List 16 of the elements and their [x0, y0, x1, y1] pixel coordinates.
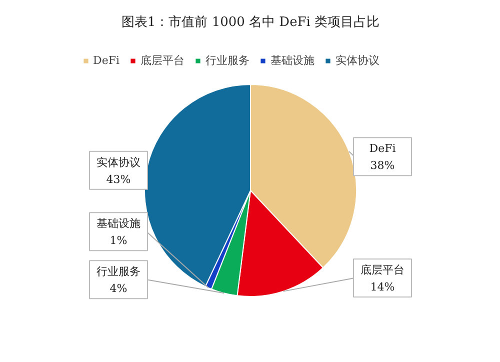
data-label: 38%: [370, 159, 395, 172]
legend-label: 实体协议: [335, 53, 380, 68]
slice-label: 实体协议: [96, 156, 140, 169]
data-label: 4%: [110, 282, 128, 296]
slice-label: 行业服务: [96, 265, 140, 278]
data-label: 14%: [370, 280, 395, 294]
legend-label: 行业服务: [205, 53, 250, 68]
legend-label: 底层平台: [140, 53, 184, 68]
slice-label: 底层平台: [360, 263, 404, 276]
data-label: 43%: [106, 172, 131, 186]
chart-title: 图表1：市值前 1000 名中 DeFi 类项目占比: [121, 15, 380, 30]
legend-label: DeFi: [93, 54, 120, 67]
slice-label: DeFi: [369, 142, 396, 156]
slice-label: 基础设施: [96, 217, 140, 230]
legend-label: 基础设施: [270, 53, 314, 68]
data-label: 1%: [110, 234, 128, 248]
